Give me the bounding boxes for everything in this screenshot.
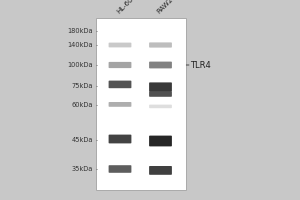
Text: 75kDa: 75kDa (71, 83, 93, 89)
Text: 140kDa: 140kDa (68, 42, 93, 48)
FancyBboxPatch shape (149, 105, 172, 108)
FancyBboxPatch shape (149, 136, 172, 146)
FancyBboxPatch shape (149, 42, 172, 48)
FancyBboxPatch shape (149, 91, 172, 97)
Text: RAW264.7: RAW264.7 (156, 0, 186, 15)
Text: 35kDa: 35kDa (72, 166, 93, 172)
Text: 60kDa: 60kDa (71, 102, 93, 108)
Text: 180kDa: 180kDa (68, 28, 93, 34)
Text: HL-60: HL-60 (116, 0, 134, 15)
FancyBboxPatch shape (109, 43, 131, 47)
FancyBboxPatch shape (109, 102, 131, 107)
FancyBboxPatch shape (109, 81, 131, 88)
FancyBboxPatch shape (149, 82, 172, 92)
Text: 45kDa: 45kDa (71, 137, 93, 143)
FancyBboxPatch shape (149, 166, 172, 175)
Text: 100kDa: 100kDa (68, 62, 93, 68)
FancyBboxPatch shape (149, 62, 172, 68)
Bar (96, 18, 186, 190)
FancyBboxPatch shape (109, 135, 131, 143)
FancyBboxPatch shape (109, 165, 131, 173)
FancyBboxPatch shape (109, 62, 131, 68)
Text: TLR4: TLR4 (190, 60, 211, 70)
